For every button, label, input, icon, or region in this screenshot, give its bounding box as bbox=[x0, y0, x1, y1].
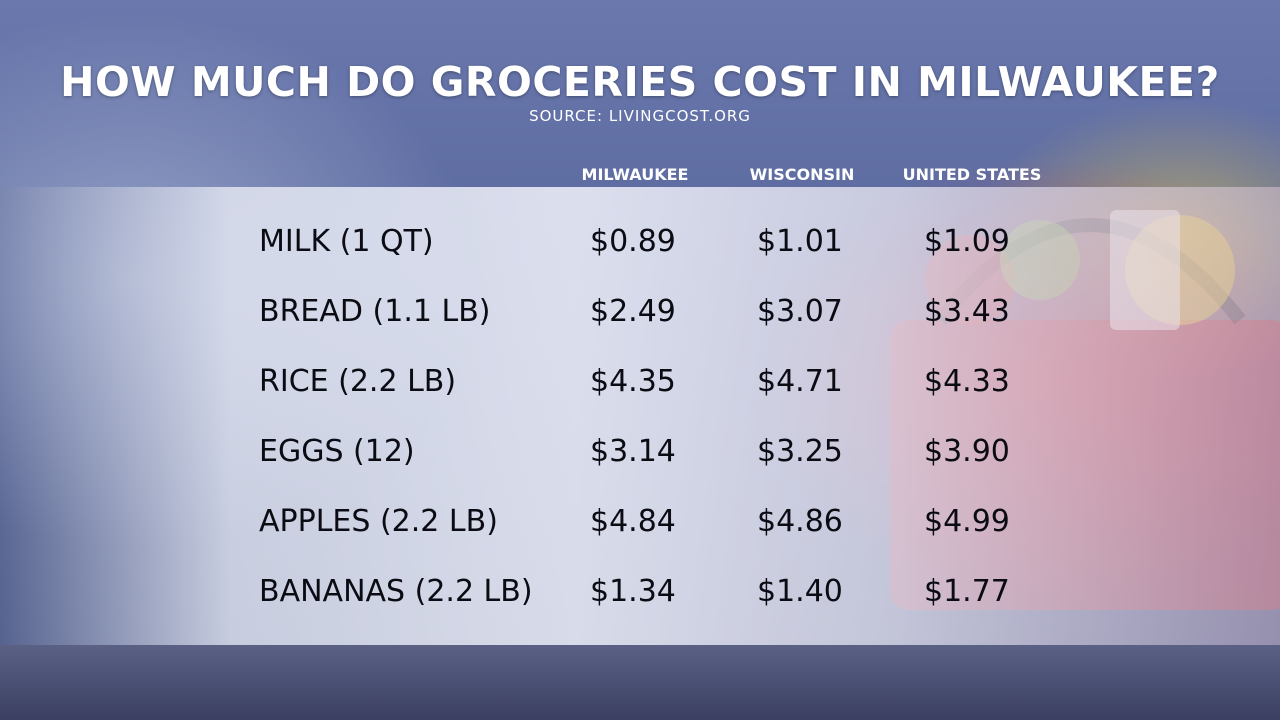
table-row: APPLES (2.2 LB) $4.84 $4.86 $4.99 bbox=[0, 504, 1280, 554]
price-united-states: $3.90 bbox=[924, 434, 1010, 469]
row-label: RICE (2.2 LB) bbox=[259, 364, 457, 399]
column-header-united-states: UNITED STATES bbox=[902, 165, 1042, 184]
page-title: HOW MUCH DO GROCERIES COST IN MILWAUKEE? bbox=[60, 58, 1220, 106]
table-row: RICE (2.2 LB) $4.35 $4.71 $4.33 bbox=[0, 364, 1280, 414]
column-header-milwaukee: MILWAUKEE bbox=[581, 165, 689, 184]
price-united-states: $1.77 bbox=[924, 574, 1010, 609]
table-panel bbox=[0, 187, 1280, 645]
price-united-states: $4.99 bbox=[924, 504, 1010, 539]
table-row: BREAD (1.1 LB) $2.49 $3.07 $3.43 bbox=[0, 294, 1280, 344]
price-wisconsin: $3.07 bbox=[757, 294, 843, 329]
row-label: APPLES (2.2 LB) bbox=[259, 504, 498, 539]
price-wisconsin: $4.71 bbox=[757, 364, 843, 399]
price-milwaukee: $4.84 bbox=[590, 504, 676, 539]
floor-strip bbox=[0, 645, 1280, 720]
row-label: MILK (1 QT) bbox=[259, 224, 434, 259]
price-wisconsin: $1.01 bbox=[757, 224, 843, 259]
price-milwaukee: $0.89 bbox=[590, 224, 676, 259]
price-milwaukee: $2.49 bbox=[590, 294, 676, 329]
price-wisconsin: $1.40 bbox=[757, 574, 843, 609]
row-label: EGGS (12) bbox=[259, 434, 415, 469]
price-united-states: $4.33 bbox=[924, 364, 1010, 399]
price-milwaukee: $1.34 bbox=[590, 574, 676, 609]
price-milwaukee: $4.35 bbox=[590, 364, 676, 399]
table-row: EGGS (12) $3.14 $3.25 $3.90 bbox=[0, 434, 1280, 484]
price-united-states: $3.43 bbox=[924, 294, 1010, 329]
price-wisconsin: $4.86 bbox=[757, 504, 843, 539]
source-caption: SOURCE: LIVINGCOST.ORG bbox=[529, 107, 751, 125]
column-header-wisconsin: WISCONSIN bbox=[749, 165, 855, 184]
table-row: BANANAS (2.2 LB) $1.34 $1.40 $1.77 bbox=[0, 574, 1280, 624]
row-label: BREAD (1.1 LB) bbox=[259, 294, 491, 329]
row-label: BANANAS (2.2 LB) bbox=[259, 574, 533, 609]
price-wisconsin: $3.25 bbox=[757, 434, 843, 469]
table-row: MILK (1 QT) $0.89 $1.01 $1.09 bbox=[0, 224, 1280, 274]
price-milwaukee: $3.14 bbox=[590, 434, 676, 469]
price-united-states: $1.09 bbox=[924, 224, 1010, 259]
